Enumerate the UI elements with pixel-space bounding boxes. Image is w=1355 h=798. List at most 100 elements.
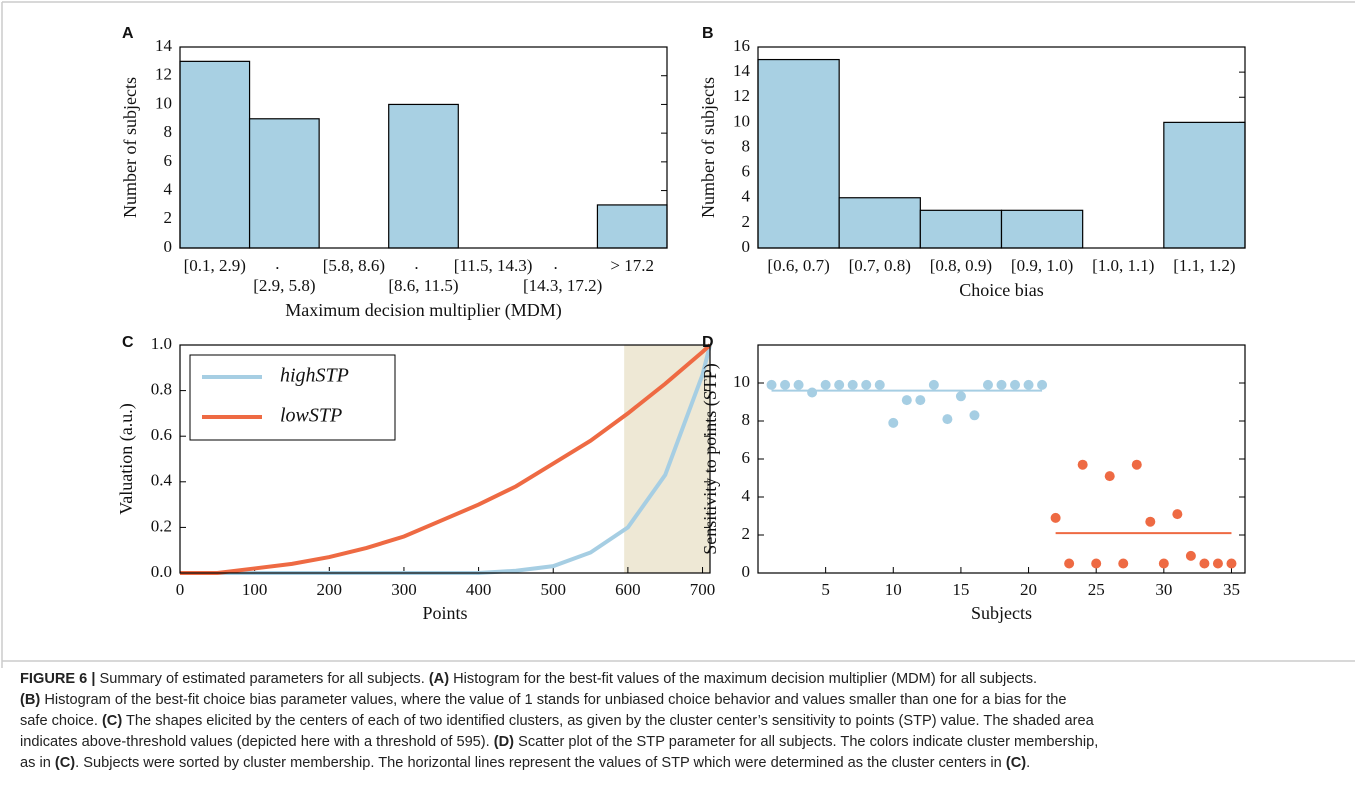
x-axis-label: Choice bias [959,280,1043,300]
x-tick-label: 35 [1223,580,1240,599]
panel: B Number of subjects Choice bias 0 2 4 6 8 10 12 1… [698,25,1246,300]
bar [388,103,459,249]
caption-label: FIGURE 6 | [20,671,96,687]
y-tick-label: 0.6 [151,425,172,444]
y-tick-label: 0 [742,562,751,581]
y-tick-label: 10 [733,111,750,130]
point [1212,558,1223,569]
bar [248,118,320,249]
y-tick-label: 8 [742,410,751,429]
point [1010,379,1021,390]
legend-box [189,354,396,441]
panel-letter: A [122,25,134,42]
x-tick-label: 15 [952,580,969,599]
y-tick-label: 8 [164,122,173,141]
x-tick-label: [0.1, 2.9) [184,256,246,275]
bar [838,197,921,249]
caption-line: indicates above-threshold values (depict… [20,732,1345,753]
caption-text: The shapes elicited by the centers of ea… [122,713,1094,729]
legend-label: highSTP [280,365,349,387]
x-tick-label: [14.3, 17.2) [523,276,602,295]
point [1077,459,1088,470]
point [942,414,953,425]
y-tick-label: 4 [742,187,751,206]
x-tick-label: [5.8, 8.6) [323,256,385,275]
y-tick-label: 0.4 [151,471,173,490]
point [1226,558,1237,569]
bar [1000,209,1084,249]
bar [1163,121,1246,249]
axes-frame [179,46,668,249]
x-axis-label: Points [422,603,467,623]
caption-text: Scatter plot of the STP parameter for al… [514,734,1099,750]
y-tick-label: 8 [742,136,751,155]
x-tick-label: 10 [885,580,902,599]
x-tick-label: [0.6, 0.7) [767,256,829,275]
y-axis-label: Valuation (a.u.) [116,403,137,514]
caption-line: as in (C). Subjects were sorted by clust… [20,753,1345,774]
y-tick-label: 2 [742,212,751,231]
axes-frame [757,344,1246,574]
point [1145,516,1156,527]
x-tick-label: 200 [317,580,343,599]
caption-text: Histogram of the best-fit choice bias pa… [40,692,1067,708]
x-tick-label: 400 [466,580,492,599]
panel-letter: B [702,25,714,42]
y-tick-label: 6 [164,151,173,170]
bar [596,204,668,249]
y-tick-label: 0 [742,237,751,256]
axes-frame [757,46,1246,249]
x-tick-label: [1.1, 1.2) [1173,256,1235,275]
y-tick-label: 0 [164,237,173,256]
point [874,379,885,390]
point [901,395,912,406]
point [1131,459,1142,470]
y-tick-label: 4 [164,179,173,198]
y-tick-label: 0.8 [151,380,172,399]
y-axis-label: Sensitivity to points (STP) [700,363,721,555]
caption-line: FIGURE 6 | Summary of estimated paramete… [20,669,1345,690]
caption-text: . Subjects were sorted by cluster member… [75,755,1006,771]
y-axis-label: Number of subjects [698,77,718,218]
x-tick-gap-label: . [275,254,279,273]
x-tick-label: 500 [540,580,566,599]
caption-label: (B) [20,692,41,708]
x-tick-label: 0 [176,580,185,599]
shaded-region [624,345,710,573]
point [1118,558,1129,569]
caption-line: (B) Histogram of the best-fit choice bia… [20,690,1345,711]
point [861,379,872,390]
point [1199,558,1210,569]
point [1158,558,1169,569]
point [982,379,993,390]
caption-text: Summary of estimated parameters for all … [95,671,429,687]
x-tick-label: 20 [1020,580,1037,599]
point [847,379,858,390]
x-tick-label: 5 [821,580,830,599]
panel-letter: D [702,334,714,351]
point [1050,512,1061,523]
point [1091,558,1102,569]
caption-label: (C) [101,713,123,729]
y-tick-label: 2 [164,208,173,227]
point [996,379,1007,390]
y-tick-label: 10 [733,372,750,391]
y-tick-label: 0.2 [151,516,172,535]
y-tick-label: 14 [733,61,751,80]
panel: D Sensitivity to points (STP) Subjects 0 2 4 6… [700,334,1246,623]
x-tick-label: > 17.2 [610,256,654,275]
y-tick-label: 0.0 [151,562,172,581]
point [820,379,831,390]
y-tick-label: 4 [742,486,751,505]
point [969,410,980,421]
x-tick-label: 700 [690,580,716,599]
point [888,417,899,428]
x-tick-label: [0.7, 0.8) [849,256,911,275]
point [955,391,966,402]
x-tick-label: 25 [1088,580,1105,599]
point [1172,509,1183,520]
y-tick-label: 1.0 [151,334,172,353]
point [1023,379,1034,390]
x-tick-label: [2.9, 5.8) [253,276,315,295]
panel-letter: C [122,334,134,351]
